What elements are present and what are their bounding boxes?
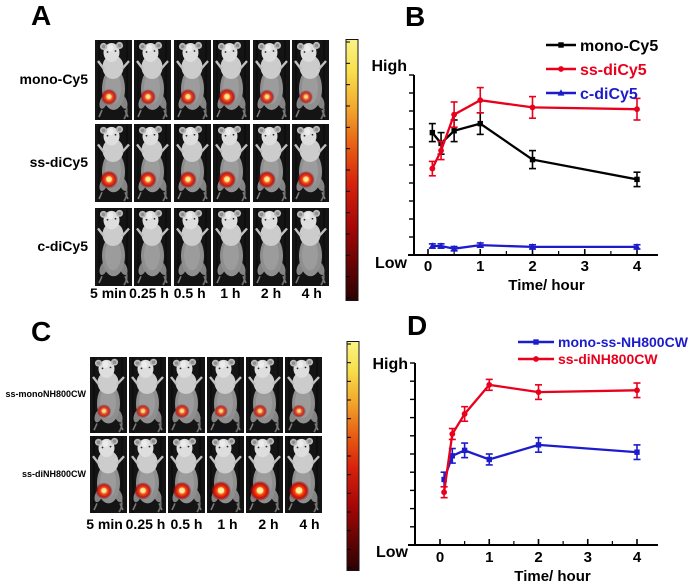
legend-item-label: ss-diNH800CW — [558, 351, 658, 367]
image-row-label: mono-Cy5 — [19, 71, 88, 88]
fluorescence-signal-spot — [252, 404, 267, 419]
time-label: 0.25 h — [129, 285, 169, 301]
fluorescence-signal-spot — [213, 404, 228, 418]
mouse-image-tile — [134, 40, 172, 120]
panel-c-label: C — [31, 316, 52, 347]
fluorescence-signal-spot — [174, 403, 190, 419]
fluorescence-signal-spot — [96, 404, 112, 419]
time-label: 1 h — [220, 285, 241, 301]
mouse-image-tile — [292, 40, 329, 120]
legend-item-label: c-diCy5 — [580, 86, 638, 103]
image-row-label: ss-diCy5 — [29, 154, 88, 171]
legend-item-label: ss-diCy5 — [580, 62, 647, 79]
fluorescence-signal-spot — [135, 404, 151, 419]
y-axis-low-label: Low — [376, 544, 409, 561]
mouse-image-tile — [245, 357, 283, 433]
image-row-label: ss-diNH800CW — [21, 468, 86, 479]
y-axis-high-label: High — [372, 356, 408, 373]
time-label: 2 h — [258, 516, 279, 532]
mouse-image-tile — [95, 124, 132, 202]
x-tick-label: 3 — [581, 258, 589, 275]
fluorescence-signal-spot — [291, 404, 306, 418]
x-tick-label: 2 — [528, 258, 536, 275]
y-axis-low-label: Low — [375, 255, 408, 272]
fluorescence-signal-spot — [259, 89, 275, 105]
mouse-image-tile — [134, 208, 172, 286]
legend-item-label: mono-Cy5 — [580, 38, 658, 55]
panel-a-colorbar — [345, 39, 359, 301]
time-label: 4 h — [299, 516, 320, 532]
mouse-image-tile — [252, 124, 290, 202]
panel-b-chart: 0 1 2 3 4 Time/ hour High Low mono-Cy5 ss-diCy5 c-… — [371, 38, 658, 294]
x-tick-label: 4 — [633, 258, 642, 275]
mouse-image-tile — [95, 208, 132, 286]
panel-d-chart: 0 1 2 3 4 Time/ hour High Low mono-ss-NH800CWss-… — [372, 334, 689, 585]
mouse-image-tile — [292, 124, 329, 202]
mouse-image-tile — [284, 357, 322, 433]
x-tick-label: 0 — [436, 549, 444, 566]
x-tick-label: 1 — [476, 258, 484, 275]
y-axis-high-label: High — [371, 58, 407, 75]
panel-a-label: A — [31, 0, 52, 31]
image-row-label: ss-monoNH800CW — [5, 389, 86, 400]
image-row-label: c-diCy5 — [37, 238, 88, 255]
fluorescence-signal-spot — [299, 90, 313, 104]
mouse-image-tile — [134, 124, 172, 202]
mouse-image-tile — [95, 40, 132, 120]
x-tick-label: 2 — [534, 549, 542, 566]
panel-c-colorbar — [346, 341, 360, 571]
panel-d-label: D — [407, 310, 428, 341]
time-label: 4 h — [301, 285, 322, 301]
mouse-image-tile — [128, 357, 166, 433]
mouse-image-tile — [173, 208, 211, 286]
mouse-image-tile — [206, 357, 244, 433]
panel-b-label: B — [405, 1, 426, 32]
mouse-image-tile — [213, 124, 251, 202]
panel-a-time-labels: 5 min 0.25 h 0.5 h 1 h 2 h 4 h — [88, 285, 332, 301]
mouse-image-tile — [213, 208, 251, 286]
mouse-image-tile — [284, 436, 322, 513]
mouse-image-tile — [167, 436, 205, 513]
time-label: 5 min — [90, 285, 127, 301]
legend-item-label: mono-ss-NH800CW — [558, 334, 689, 350]
time-label: 0.25 h — [125, 516, 166, 532]
panel-c-time-labels: 5 min 0.25 h 0.5 h 1 h 2 h 4 h — [84, 516, 330, 532]
mouse-image-tile — [206, 436, 244, 513]
mouse-image-tile — [252, 208, 290, 286]
mouse-image-tile — [90, 436, 127, 513]
x-tick-label: 3 — [584, 549, 592, 566]
mouse-image-tile — [292, 208, 329, 286]
mouse-image-tile — [173, 124, 211, 202]
mouse-image-tile — [213, 40, 251, 120]
time-label: 5 min — [86, 516, 123, 532]
mouse-image-tile — [128, 436, 166, 513]
time-label: 0.5 h — [173, 285, 206, 301]
x-tick-label: 4 — [633, 549, 642, 566]
x-tick-label: 1 — [485, 549, 493, 566]
mouse-image-tile — [167, 357, 205, 433]
time-label: 2 h — [260, 285, 282, 301]
mouse-image-tile — [90, 357, 127, 433]
mouse-image-tile — [252, 40, 290, 120]
mouse-image-tile — [173, 40, 211, 120]
x-axis-label: Time/ hour — [514, 568, 591, 585]
x-tick-label: 0 — [424, 258, 432, 275]
x-axis-label: Time/ hour — [508, 277, 585, 294]
time-label: 1 h — [217, 516, 238, 532]
time-label: 0.5 h — [170, 516, 203, 532]
mouse-image-tile — [245, 436, 283, 513]
